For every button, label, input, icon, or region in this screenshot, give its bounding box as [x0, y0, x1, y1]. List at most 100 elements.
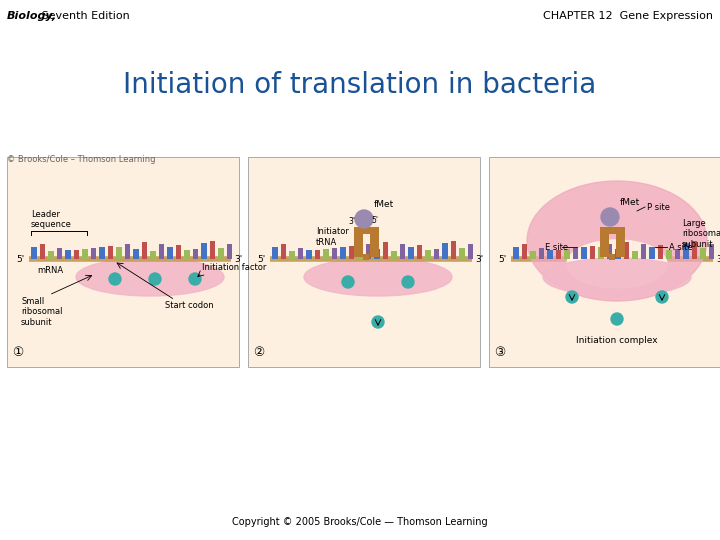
Bar [708, 244, 714, 259]
Circle shape [611, 313, 623, 325]
Bar [184, 249, 189, 259]
FancyBboxPatch shape [489, 157, 720, 367]
Bar [56, 248, 62, 259]
Text: Large
ribosomal
subunit: Large ribosomal subunit [682, 219, 720, 249]
Circle shape [149, 273, 161, 285]
Bar [609, 254, 615, 260]
Bar [210, 241, 215, 259]
Bar [272, 247, 277, 259]
Text: 5': 5' [371, 216, 378, 225]
Text: P site: P site [647, 202, 670, 212]
Text: ②: ② [253, 346, 264, 359]
Bar [521, 244, 527, 259]
Bar [201, 243, 207, 259]
Bar [107, 246, 113, 259]
FancyBboxPatch shape [7, 157, 239, 367]
Circle shape [342, 276, 354, 288]
Bar [675, 249, 680, 259]
Text: Copyright © 2005 Brooks/Cole — Thomson Learning: Copyright © 2005 Brooks/Cole — Thomson L… [232, 517, 488, 527]
Bar [433, 249, 439, 259]
Bar [615, 249, 621, 259]
Bar [133, 249, 138, 259]
Bar [315, 250, 320, 259]
Text: fMet: fMet [620, 198, 640, 207]
Bar [357, 247, 362, 259]
Bar [547, 249, 552, 259]
Circle shape [372, 316, 384, 328]
Bar [459, 248, 464, 259]
Text: 5': 5' [499, 254, 507, 264]
Text: Initiator
tRNA: Initiator tRNA [316, 227, 349, 247]
Bar [289, 251, 294, 259]
Bar [467, 244, 473, 259]
Ellipse shape [527, 181, 707, 301]
Bar [416, 245, 422, 259]
Bar [65, 249, 71, 259]
Bar [297, 248, 303, 259]
Text: 3': 3' [716, 254, 720, 264]
Bar [442, 243, 448, 259]
Bar [306, 249, 312, 259]
Circle shape [355, 210, 373, 228]
Bar [408, 247, 413, 259]
Text: fMet: fMet [374, 200, 395, 209]
Bar [539, 248, 544, 259]
Bar [649, 247, 654, 259]
Circle shape [402, 276, 414, 288]
Bar [691, 241, 697, 259]
Bar [48, 251, 53, 259]
Bar [641, 244, 646, 259]
Text: 5': 5' [258, 254, 266, 264]
Text: Seventh Edition: Seventh Edition [38, 11, 130, 21]
Bar [323, 249, 328, 259]
Text: 5': 5' [17, 254, 25, 264]
Bar [598, 247, 603, 259]
Text: Leader
sequence: Leader sequence [31, 210, 72, 229]
Bar [425, 249, 431, 259]
Text: Start codon: Start codon [165, 301, 214, 310]
Text: Biology,: Biology, [7, 11, 57, 21]
Bar [366, 244, 371, 259]
Circle shape [566, 291, 578, 303]
Bar [218, 248, 223, 259]
Bar [340, 247, 346, 259]
Bar [616, 229, 624, 257]
Bar [556, 250, 561, 259]
Text: Initiation of translation in bacteria: Initiation of translation in bacteria [123, 71, 597, 99]
Text: © Brooks/Cole – Thomson Learning: © Brooks/Cole – Thomson Learning [7, 155, 156, 164]
Bar [348, 246, 354, 259]
Circle shape [656, 291, 668, 303]
Bar [73, 250, 79, 259]
Bar [624, 242, 629, 259]
Bar [354, 227, 379, 234]
Bar [513, 247, 518, 259]
Bar [666, 249, 672, 259]
Bar [281, 244, 286, 259]
Bar [451, 241, 456, 259]
Text: A site: A site [669, 242, 693, 252]
Ellipse shape [543, 258, 691, 296]
Bar [374, 249, 379, 259]
Text: ③: ③ [494, 346, 505, 359]
Text: CHAPTER 12  Gene Expression: CHAPTER 12 Gene Expression [543, 11, 713, 21]
Bar [572, 247, 578, 259]
Bar [700, 248, 706, 259]
Bar [125, 244, 130, 259]
Bar [331, 247, 337, 259]
Text: Small
ribosomal
subunit: Small ribosomal subunit [21, 297, 63, 327]
Bar [590, 246, 595, 259]
Bar [600, 229, 608, 257]
Text: E site: E site [545, 242, 568, 252]
Bar [40, 244, 45, 259]
Bar [382, 242, 388, 259]
Text: mRNA: mRNA [37, 266, 63, 275]
Bar [363, 254, 369, 260]
Circle shape [109, 273, 121, 285]
Bar [99, 247, 104, 259]
Bar [606, 244, 612, 259]
Bar [167, 247, 173, 259]
Bar [150, 251, 156, 259]
Text: Initiation factor: Initiation factor [202, 263, 266, 272]
Bar [91, 247, 96, 259]
Ellipse shape [76, 258, 224, 296]
